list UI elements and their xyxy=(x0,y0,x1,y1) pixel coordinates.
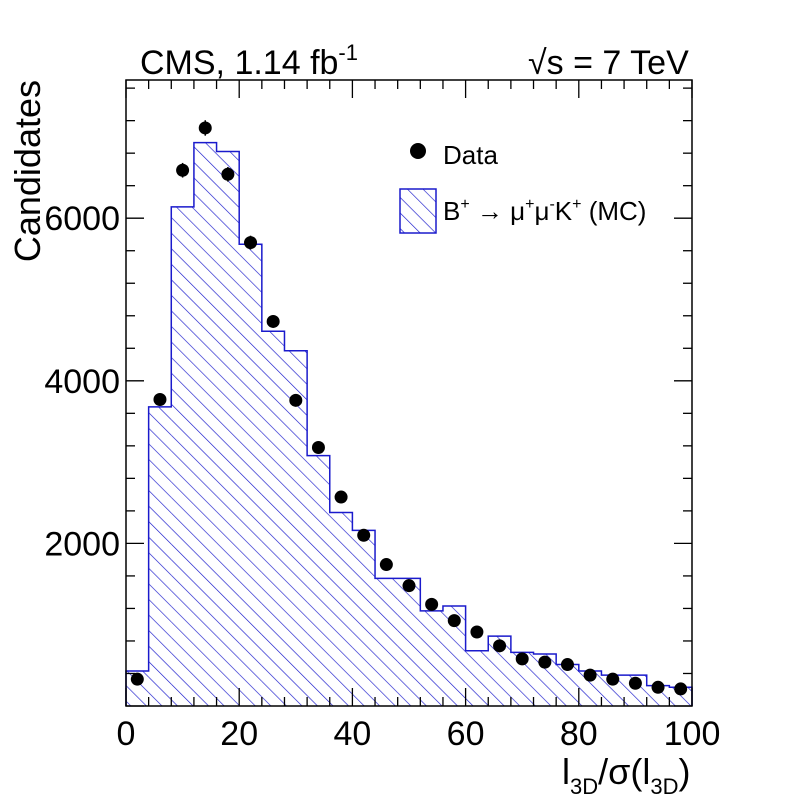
legend-data-marker xyxy=(410,143,426,159)
data-point-17 xyxy=(515,652,529,666)
x-tick-label-20: 20 xyxy=(220,715,258,753)
mc-bar-19 xyxy=(556,664,579,706)
mc-bar-2 xyxy=(171,206,194,706)
mc-bar-4 xyxy=(216,151,240,707)
mc-bar-23 xyxy=(646,685,670,706)
x-tick-label-60: 60 xyxy=(447,715,485,753)
data-point-1 xyxy=(153,393,167,407)
data-point-19 xyxy=(560,658,574,672)
legend-mc-label: B+ → μ+μ-K+ (MC) xyxy=(443,196,646,226)
mc-bar-14 xyxy=(442,606,466,706)
y-tick-label-6000: 6000 xyxy=(44,200,120,238)
mc-bar-7 xyxy=(284,350,308,706)
mc-bar-3 xyxy=(193,142,217,707)
title-right: √s = 7 TeV xyxy=(528,44,689,82)
data-point-21 xyxy=(606,672,620,686)
data-point-23 xyxy=(651,680,665,694)
data-point-16 xyxy=(493,639,507,653)
data-point-22 xyxy=(628,676,642,690)
legend: Data B+ → μ+μ-K+ (MC) xyxy=(399,140,646,234)
mc-bar-6 xyxy=(261,331,285,706)
mc-bar-8 xyxy=(307,455,330,706)
data-point-3 xyxy=(198,121,212,135)
plot-frame xyxy=(125,79,693,707)
data-point-12 xyxy=(402,579,416,593)
legend-data-label: Data xyxy=(443,140,498,170)
data-point-10 xyxy=(357,528,371,542)
y-axis-label: Candidates xyxy=(7,80,48,262)
legend-mc-marker xyxy=(399,188,437,234)
data-point-24 xyxy=(674,682,688,696)
data-point-2 xyxy=(176,163,190,177)
mc-bar-13 xyxy=(420,610,443,706)
data-point-15 xyxy=(470,625,484,639)
mc-bar-20 xyxy=(578,671,602,706)
data-point-0 xyxy=(130,672,144,686)
data-point-18 xyxy=(538,655,552,669)
data-point-14 xyxy=(447,614,461,628)
title-left: CMS, 1.14 fb-1 xyxy=(140,40,358,82)
data-point-5 xyxy=(244,236,258,250)
mc-bar-5 xyxy=(239,244,262,706)
data-point-4 xyxy=(221,167,235,181)
mc-histogram-outline xyxy=(125,141,693,706)
data-point-9 xyxy=(334,490,348,504)
x-axis-label: l3D/σ(l3D) xyxy=(562,751,690,799)
data-point-13 xyxy=(425,597,439,611)
plot-area xyxy=(125,120,693,707)
y-tick-label-4000: 4000 xyxy=(44,363,120,401)
mc-bar-1 xyxy=(148,406,172,706)
mc-bar-9 xyxy=(329,512,353,706)
x-tick-label-40: 40 xyxy=(333,715,371,753)
mc-bar-18 xyxy=(533,653,557,706)
data-point-20 xyxy=(583,668,597,682)
data-point-8 xyxy=(311,440,325,454)
mc-bar-10 xyxy=(352,530,376,706)
axes: 0 20 40 60 80 100 2000 4000 6000 xyxy=(44,79,721,753)
mc-bar-12 xyxy=(397,578,421,706)
x-tick-label-80: 80 xyxy=(560,715,598,753)
data-point-7 xyxy=(289,393,303,407)
mc-bar-11 xyxy=(375,578,398,706)
y-tick-label-2000: 2000 xyxy=(44,525,120,563)
mc-bar-15 xyxy=(465,650,489,706)
mc-bar-16 xyxy=(488,636,511,706)
mc-bar-21 xyxy=(601,675,625,706)
x-tick-label-100: 100 xyxy=(664,715,721,753)
x-tick-label-0: 0 xyxy=(117,715,136,753)
data-point-6 xyxy=(266,314,280,328)
mc-bar-17 xyxy=(510,652,534,706)
data-point-11 xyxy=(379,558,393,572)
